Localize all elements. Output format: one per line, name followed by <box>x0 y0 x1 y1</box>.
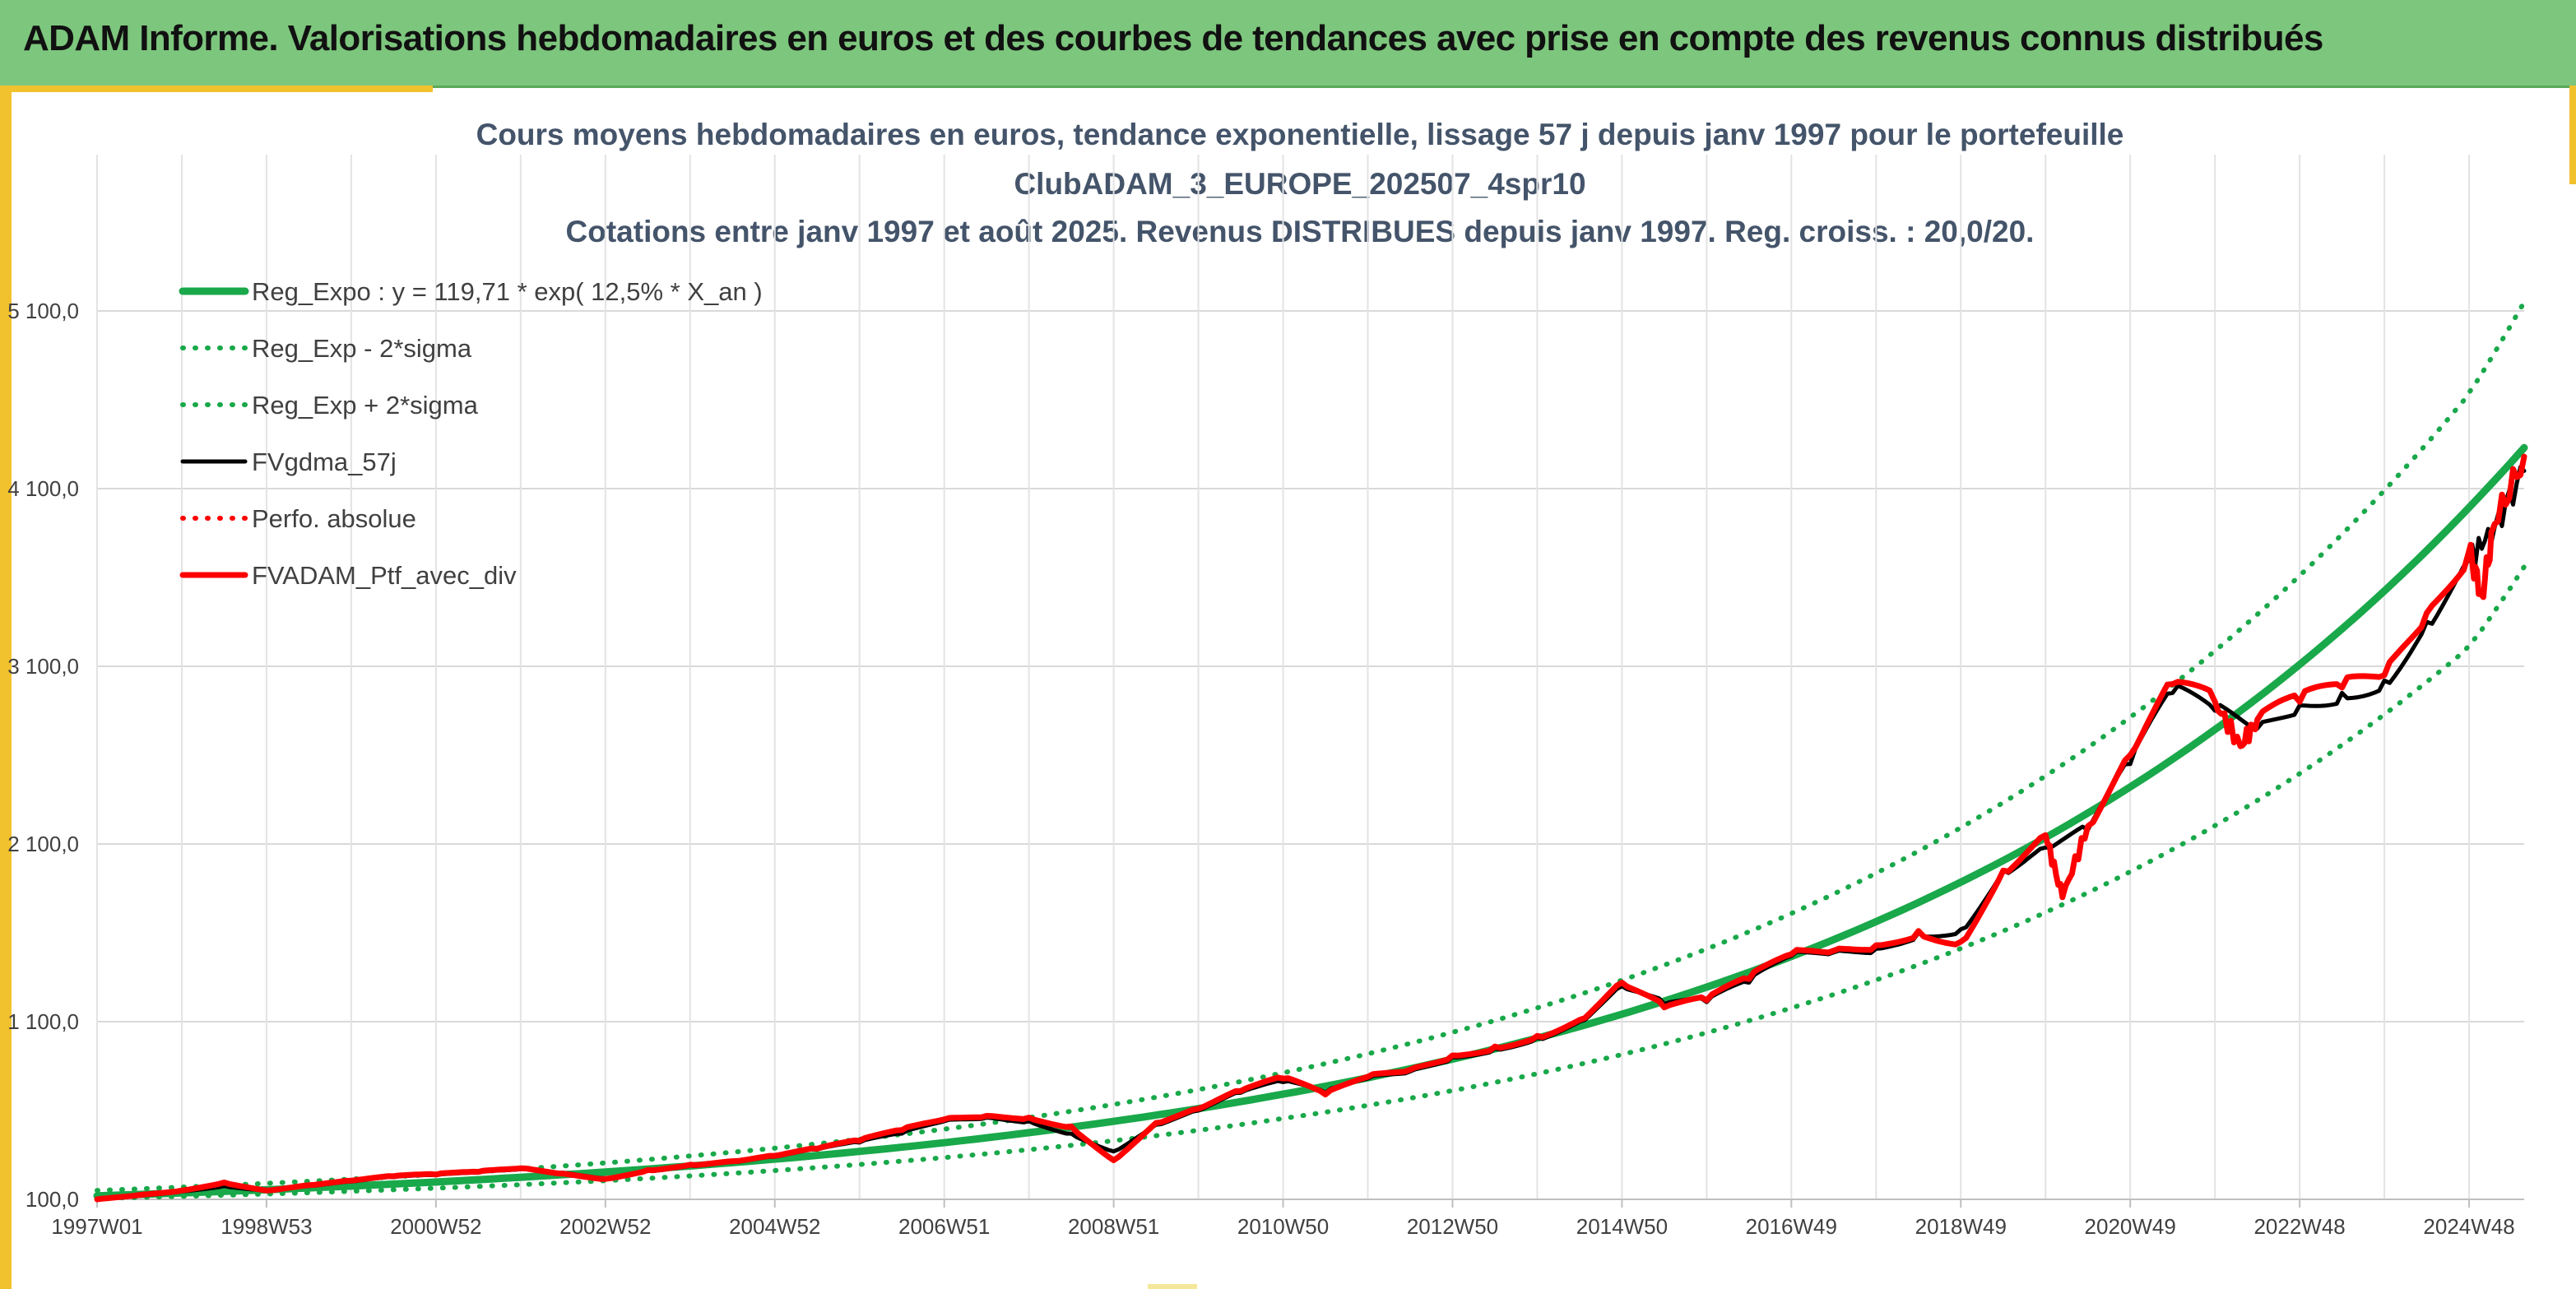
y-tick-label: 2 100,0 <box>7 832 79 856</box>
x-tick-label: 2010W50 <box>1237 1214 1329 1239</box>
x-tick-label: 2012W50 <box>1407 1214 1498 1239</box>
chart-title-line-2: ClubADAM_3_EUROPE_202507_4spr10 <box>1014 167 1585 201</box>
x-axis-ticks: 1997W01 1998W53 2000W52 2002W52 2004W52 2006W… <box>51 1199 2515 1239</box>
legend-label: Perfo. absolue <box>252 504 416 533</box>
series-layer <box>93 299 2528 1203</box>
legend: Reg_Expo : y = 119,71 * exp( 12,5% * X_a… <box>179 277 763 590</box>
accent-bar-left <box>0 86 12 1289</box>
x-tick-label: 1997W01 <box>51 1214 142 1239</box>
series-line-5 <box>94 453 2527 1203</box>
x-tick-label: 2014W50 <box>1576 1214 1668 1239</box>
series-line-0 <box>93 443 2528 1200</box>
y-tick-label: 1 100,0 <box>7 1009 79 1034</box>
series-line-1 <box>95 564 2527 1201</box>
page-title: ADAM Informe. Valorisations hebdomadaire… <box>23 18 2323 58</box>
accent-bar-right <box>2569 86 2576 184</box>
legend-label: FVgdma_57j <box>252 447 397 476</box>
x-tick-label: 2006W51 <box>898 1214 990 1239</box>
chart-title: Cours moyens hebdomadaires en euros, ten… <box>476 118 2124 248</box>
legend-label: FVADAM_Ptf_avec_div <box>252 561 517 590</box>
x-tick-label: 2016W49 <box>1746 1214 1837 1239</box>
y-tick-label: 100,0 <box>26 1187 79 1212</box>
chart-title-line-3: Cotations entre janv 1997 et août 2025. … <box>566 215 2035 248</box>
x-tick-label: 2022W48 <box>2253 1214 2345 1239</box>
x-tick-label: 1998W53 <box>220 1214 312 1239</box>
x-tick-label: 2020W49 <box>2085 1214 2176 1239</box>
legend-label: Reg_Exp - 2*sigma <box>252 334 472 363</box>
x-tick-label: 2000W52 <box>390 1214 481 1239</box>
x-tick-label: 2018W49 <box>1915 1214 2007 1239</box>
gridlines <box>96 155 2524 1200</box>
y-tick-label: 3 100,0 <box>7 654 79 679</box>
legend-label: Reg_Expo : y = 119,71 * exp( 12,5% * X_a… <box>252 277 763 306</box>
series-line-2 <box>95 299 2527 1194</box>
x-tick-label: 2002W52 <box>559 1214 651 1239</box>
accent-bar-top <box>12 86 433 92</box>
y-tick-label: 4 100,0 <box>7 476 79 501</box>
x-tick-label: 2024W48 <box>2423 1214 2514 1239</box>
legend-label: Reg_Exp + 2*sigma <box>252 391 479 420</box>
x-tick-label: 2004W52 <box>729 1214 820 1239</box>
accent-bar-bottom <box>1148 1284 1197 1289</box>
y-tick-label: 5 100,0 <box>7 299 79 323</box>
x-tick-label: 2008W51 <box>1068 1214 1159 1239</box>
header-banner: ADAM Informe. Valorisations hebdomadaire… <box>0 0 2576 88</box>
chart-title-line-1: Cours moyens hebdomadaires en euros, ten… <box>476 118 2124 151</box>
y-axis-ticks: 100,0 1 100,0 2 100,0 3 100,0 4 100,0 5 100,0 <box>7 299 79 1212</box>
